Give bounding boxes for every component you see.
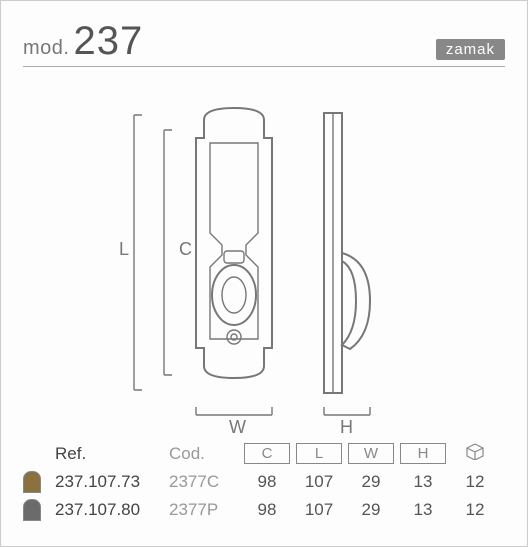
table-header-row: Ref. Cod. C L W H bbox=[23, 439, 505, 468]
table-row: 237.107.80 2377P 98 107 29 13 12 bbox=[23, 496, 505, 524]
finish-swatch bbox=[23, 471, 41, 493]
package-icon bbox=[451, 442, 499, 465]
ref-cell: 237.107.73 bbox=[55, 472, 165, 492]
header: mod. 237 zamak bbox=[23, 19, 505, 67]
diagram-svg: L C W H bbox=[23, 75, 505, 435]
col-ref-header: Ref. bbox=[55, 444, 165, 464]
l-cell: 107 bbox=[295, 472, 343, 492]
svg-text:H: H bbox=[340, 417, 353, 435]
col-cod-header: Cod. bbox=[169, 444, 239, 464]
svg-text:C: C bbox=[179, 239, 192, 259]
h-cell: 13 bbox=[399, 472, 447, 492]
h-cell: 13 bbox=[399, 500, 447, 520]
technical-diagram: L C W H bbox=[23, 75, 505, 435]
model-prefix: mod. bbox=[23, 37, 69, 60]
l-cell: 107 bbox=[295, 500, 343, 520]
col-l-header: L bbox=[296, 443, 342, 464]
spec-table: Ref. Cod. C L W H 237.107.73 2377C 98 10… bbox=[23, 439, 505, 524]
table-row: 237.107.73 2377C 98 107 29 13 12 bbox=[23, 468, 505, 496]
cod-cell: 2377C bbox=[169, 472, 239, 492]
w-cell: 29 bbox=[347, 472, 395, 492]
c-cell: 98 bbox=[243, 472, 291, 492]
svg-text:L: L bbox=[119, 239, 129, 259]
svg-text:W: W bbox=[229, 417, 246, 435]
c-cell: 98 bbox=[243, 500, 291, 520]
material-badge: zamak bbox=[436, 39, 505, 60]
col-c-header: C bbox=[244, 443, 290, 464]
model-label: mod. 237 bbox=[23, 19, 143, 64]
w-cell: 29 bbox=[347, 500, 395, 520]
pkg-cell: 12 bbox=[451, 500, 499, 520]
model-number: 237 bbox=[73, 19, 143, 64]
col-w-header: W bbox=[348, 443, 394, 464]
finish-swatch bbox=[23, 499, 41, 521]
ref-cell: 237.107.80 bbox=[55, 500, 165, 520]
pkg-cell: 12 bbox=[451, 472, 499, 492]
cod-cell: 2377P bbox=[169, 500, 239, 520]
col-h-header: H bbox=[400, 443, 446, 464]
